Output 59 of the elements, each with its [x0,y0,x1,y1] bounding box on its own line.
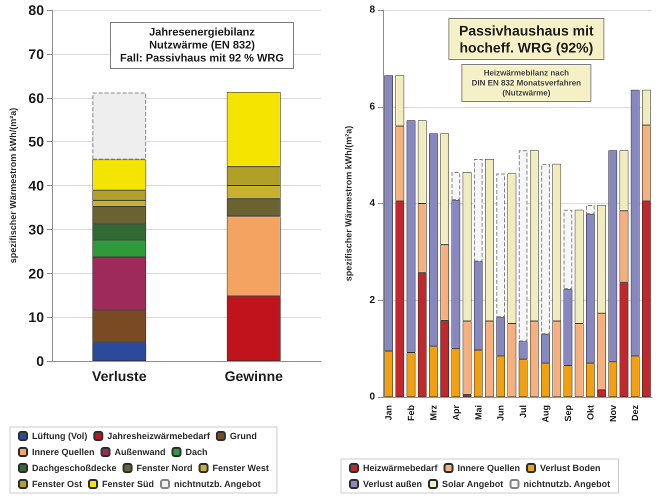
bar [541,164,550,334]
legend-label: Jahresheizwärmebedarf [107,431,211,441]
y-tick-label: 4 [369,198,376,209]
y-tick-label: 10 [28,309,44,326]
y-tick-label: 20 [28,265,44,282]
y-tick-label: 80 [28,2,44,18]
legend-label: Innere Quellen [32,447,95,457]
text: Jahresenergiebilanz Nutzwärme (EN 832) Fall: Passivhaus mit 92 % WRG [120,26,284,64]
y-tick-label: 50 [28,134,44,150]
x-tick-label: Jun [496,405,506,422]
bar [474,158,483,262]
y-axis-title: spezifischer Wärmestrom kWh/(m²a) [344,126,354,282]
y-axis-title: spezifischer Wärmestrom kWh/(m²a) [8,108,18,264]
x-tick-label: Okt [585,405,596,420]
x-tick-label: Gewinne [224,368,284,384]
bar [564,210,572,290]
legend-label: Verlust außen [363,479,422,489]
x-tick-label: Mrz [428,404,438,420]
bar [496,174,506,318]
text: Passivhaushaus mit hocheff. WRG (92%) [459,22,594,56]
y-tick-label: 40 [28,178,44,194]
legend-label: Grund [230,431,257,441]
x-tick-label: Dez [630,404,640,422]
y-tick-label: 2 [369,294,376,306]
legend-label: Heizwärmebedarf [363,463,439,473]
legend-label: Fenster Nord [136,463,193,473]
text: Heizwärmebilanz nach DIN EN 832 Monatsverfahren (Nutzwärme) [472,68,582,98]
legend-label: Solar Angebot [442,479,504,489]
legend-label: Dach [186,447,208,457]
x-tick-label: Verluste [92,368,147,384]
x-tick-label: Jan [384,405,394,421]
legend-label: Fenster Ost [32,479,82,489]
bar [92,92,146,160]
bar [586,204,595,214]
y-tick-label: 30 [28,221,44,238]
bar [518,150,528,342]
legend-label: Innere Quellen [458,463,520,473]
y-tick-label: 0 [369,392,376,402]
legend-label: nichtnutzb. Angebot [174,479,261,489]
legend-label: nichtnutzb. Angebot [524,479,610,489]
legend-label: Fenster West [212,463,269,473]
x-tick-label: Apr [450,404,461,420]
legend-label: Außenwand [114,447,166,457]
x-tick-label: Feb [406,404,416,422]
x-tick-label: Jul [518,405,528,418]
legend-label: Dachgeschoßdecke [32,463,117,473]
y-tick-label: 0 [36,353,44,369]
legend-label: Fenster Süd [102,479,154,489]
y-tick-label: 6 [369,101,376,112]
legend-label: Verlust Boden [540,463,601,473]
x-tick-label: Mai [473,405,484,420]
x-tick-label: Aug [540,405,551,422]
y-tick-label: 8 [369,4,376,16]
y-tick-label: 70 [28,46,44,62]
bar [451,172,460,200]
legend-label: Lüftung (Vol) [32,431,88,441]
x-tick-label: Sep [562,404,573,422]
y-tick-label: 60 [28,90,44,106]
x-tick-label: Nov [608,405,618,422]
